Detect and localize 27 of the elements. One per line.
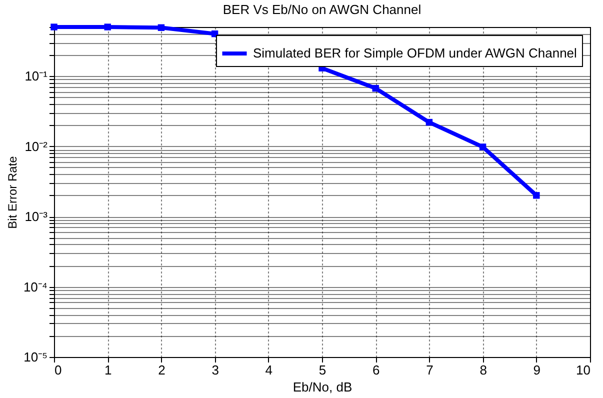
x-tick-label: 0 [54, 362, 62, 378]
y-tick-label: 10⁻² [24, 138, 48, 154]
point [158, 24, 165, 31]
y-tick-label: 10⁻⁴ [23, 279, 48, 294]
y-axis-title: Bit Error Rate [5, 156, 20, 229]
point [372, 84, 379, 92]
x-tick-label: 2 [158, 362, 166, 378]
point [104, 24, 111, 30]
x-tick-label: 1 [104, 362, 112, 378]
legend-label: Simulated BER for Simple OFDM under AWGN Channel [253, 46, 578, 60]
x-tick-label: 7 [426, 362, 434, 378]
x-tick-label: 4 [265, 362, 273, 378]
x-tick-label: 8 [480, 362, 487, 378]
point [426, 118, 433, 126]
chart-title: BER Vs Eb/No on AWGN Channel [222, 2, 422, 17]
point [533, 192, 540, 199]
x-tick-label: 3 [212, 362, 219, 378]
point [50, 24, 58, 30]
point [479, 144, 486, 150]
x-tick-label: 6 [372, 362, 380, 378]
x-tick-label: 10 [576, 362, 590, 378]
y-tick-label: 10⁻¹ [24, 68, 48, 84]
y-tick-label: 10⁻³ [24, 209, 48, 224]
x-tick-label: 5 [318, 362, 326, 378]
x-axis-title: Eb/No, dB [292, 380, 352, 394]
x-tick-label: 9 [533, 362, 541, 378]
y-tick-label: 10⁻⁵ [24, 350, 48, 364]
